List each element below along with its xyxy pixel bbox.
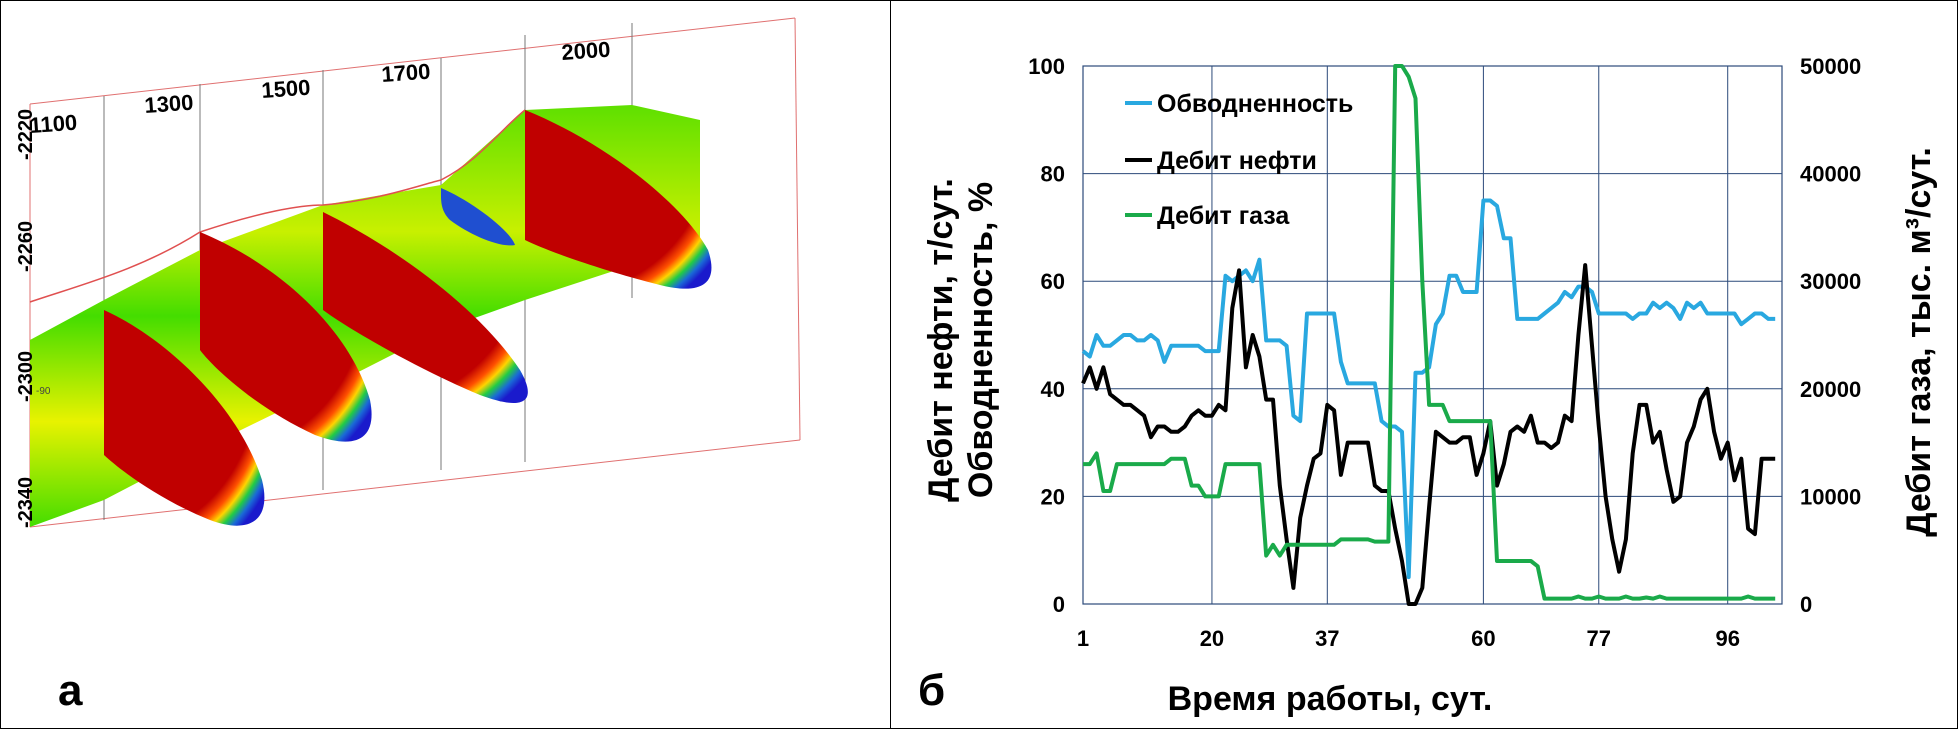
panel-a-label: а: [58, 666, 83, 715]
legend-label-water-cut: Обводненность: [1157, 90, 1353, 118]
depth-label-2340: -2340: [15, 477, 37, 528]
section-label-1500: 1500: [261, 75, 312, 103]
saturation-body-1500: [323, 212, 528, 403]
x-tick: 77: [1587, 626, 1611, 651]
x-tick: 96: [1715, 626, 1739, 651]
y-axis-left-title-line1: Дебит нефти, т/сут.: [922, 178, 960, 502]
y-tick-right: 20000: [1800, 377, 1861, 402]
saturation-body-2000: [525, 110, 712, 289]
water-lens-1700: [440, 188, 515, 246]
section-label-2000: 2000: [561, 37, 612, 65]
y-tick-right: 40000: [1800, 162, 1861, 187]
legend-label-oil-rate: Дебит нефти: [1157, 147, 1317, 175]
depth-label-2300: -2300: [15, 351, 37, 402]
x-tick: 37: [1315, 626, 1339, 651]
chart-ticks: 0 20 40 60 80 100 0 10000 20000 30000 40000 50000 1 2…: [1028, 54, 1861, 651]
y-axis-right-title: Дебит газа, тыс. м³/сут.: [1900, 147, 1938, 537]
small-label: -90: [36, 386, 51, 397]
panel-a-sections: 1100 1300 1500 1700 2000 -2220 -2260 -23…: [15, 17, 801, 528]
depth-label-2260: -2260: [15, 221, 37, 272]
section-label-1700: 1700: [381, 59, 432, 87]
y-tick-left: 80: [1041, 162, 1065, 187]
x-axis-title: Время работы, сут.: [1168, 680, 1493, 718]
legend-label-gas-rate: Дебит газа: [1157, 202, 1290, 230]
x-tick: 60: [1471, 626, 1495, 651]
x-tick: 20: [1200, 626, 1224, 651]
section-label-1300: 1300: [144, 90, 195, 118]
y-tick-left: 40: [1041, 377, 1065, 402]
series-line-water-cut: [1081, 198, 1776, 580]
frame-right-edge: [794, 17, 801, 441]
frame-top-edge: [29, 17, 796, 105]
saturation-body-1300: [200, 232, 372, 442]
section-label-1100: 1100: [29, 110, 78, 138]
y-tick-left: 20: [1041, 484, 1065, 509]
top-boundary-line: [29, 109, 526, 303]
chart-grid: [1082, 65, 1783, 605]
chart-legend: Обводненность Дебит нефти Дебит газа: [1125, 90, 1353, 230]
series-line-oil-rate: [1081, 263, 1776, 606]
y-tick-left: 60: [1041, 269, 1065, 294]
depth-label-2220: -2220: [15, 109, 37, 160]
y-tick-right: 10000: [1800, 484, 1861, 509]
panel-b-label: б: [918, 666, 946, 715]
panel-divider: [890, 0, 891, 729]
y-tick-right: 50000: [1800, 54, 1861, 79]
y-axis-left-title-line2: Обводненность, %: [962, 182, 1000, 498]
saturation-body-1100: [104, 310, 265, 526]
y-tick-left: 100: [1028, 54, 1065, 79]
x-tick: 1: [1077, 626, 1089, 651]
y-tick-left: 0: [1053, 592, 1065, 617]
chart-series: [1081, 64, 1776, 606]
series-line-gas-rate: [1083, 64, 1776, 601]
y-tick-right: 30000: [1800, 269, 1861, 294]
y-tick-right: 0: [1800, 592, 1812, 617]
frame-bottom-edge: [29, 439, 801, 528]
